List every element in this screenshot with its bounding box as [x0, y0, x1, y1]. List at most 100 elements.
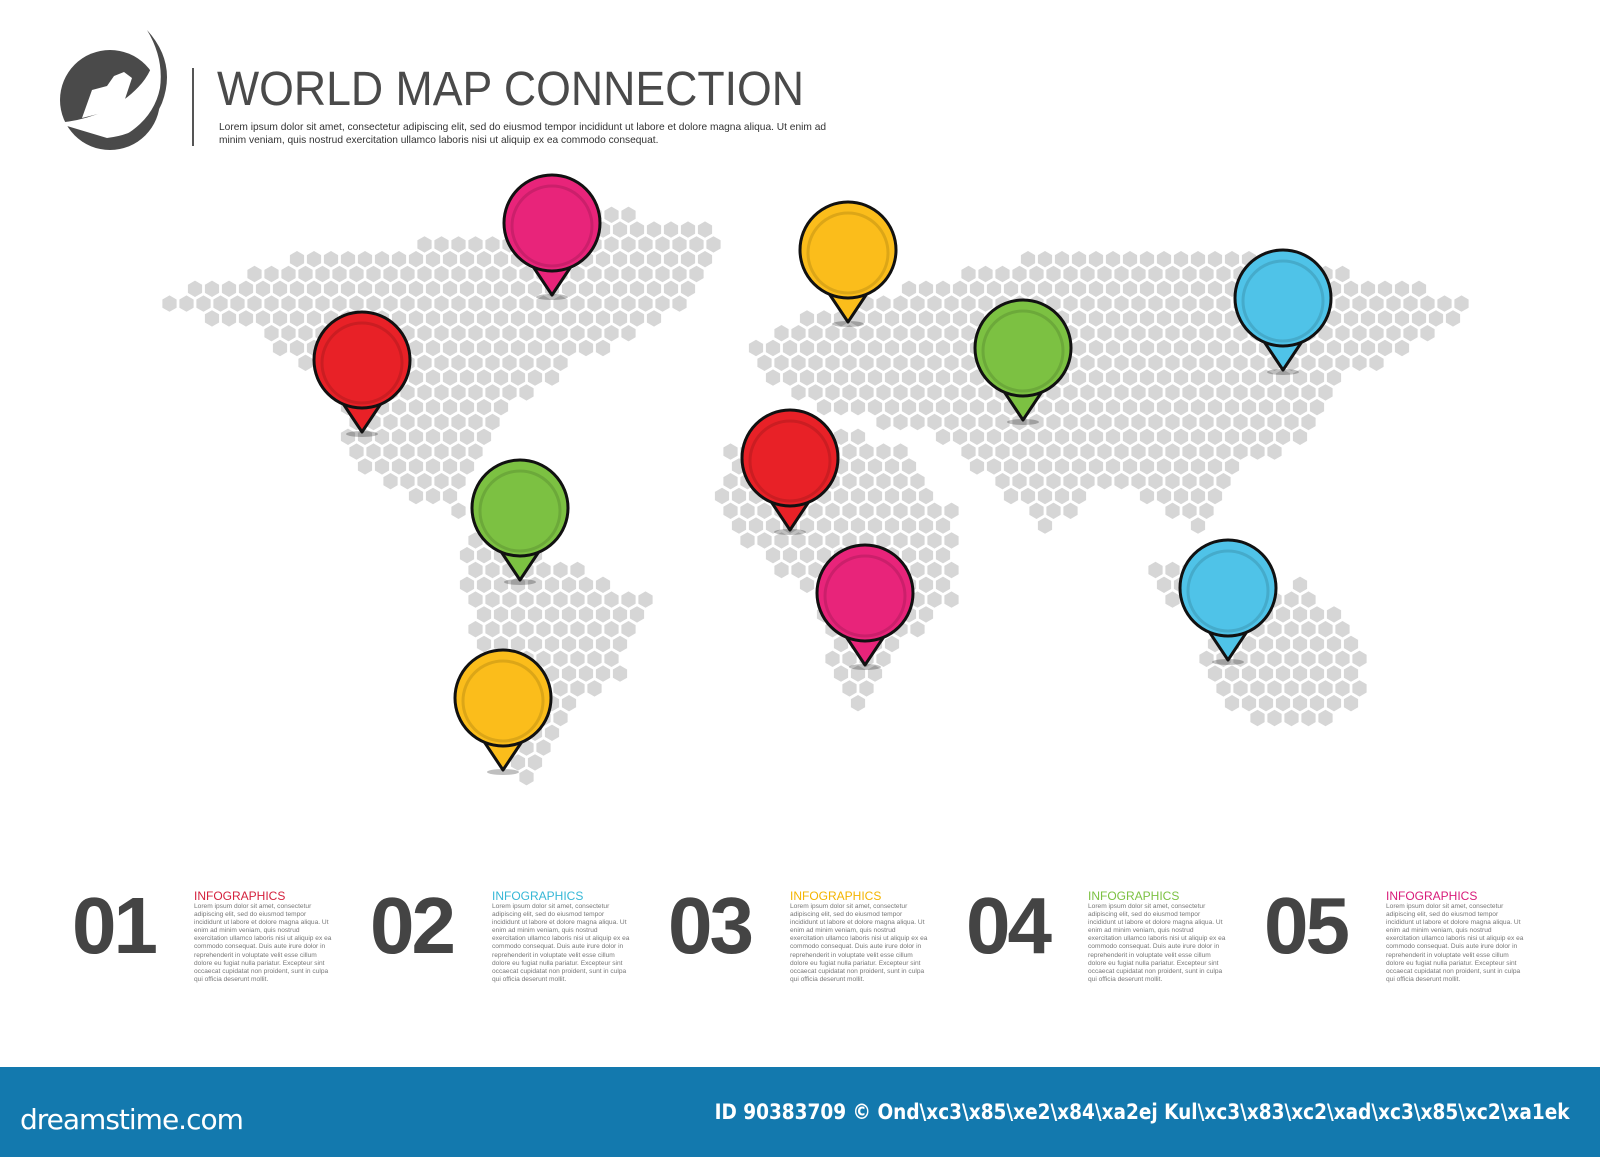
hex-cell	[1063, 413, 1078, 431]
hex-cell	[1139, 399, 1155, 416]
hex-cell	[952, 310, 968, 327]
hex-cell	[1301, 709, 1316, 727]
hex-cell	[833, 399, 849, 416]
hex-cell	[468, 265, 483, 283]
hex-cell	[621, 236, 636, 253]
map-pin-pink[interactable]	[815, 543, 915, 670]
map-pin-blue[interactable]	[1233, 248, 1333, 375]
hex-cell	[1063, 502, 1078, 519]
hex-cell	[1020, 487, 1036, 505]
hex-cell	[655, 236, 670, 253]
hex-cell	[740, 502, 755, 519]
hex-cell	[1071, 310, 1087, 327]
hex-cell	[621, 591, 636, 608]
hex-cell	[774, 532, 789, 549]
hex-cell	[765, 369, 781, 386]
step-label: INFOGRAPHICS	[492, 889, 584, 903]
hex-cell	[842, 354, 857, 371]
step-number: 04	[966, 881, 1052, 970]
map-pin-yellow[interactable]	[453, 648, 553, 775]
hex-cell	[425, 251, 441, 268]
hex-cell	[408, 251, 424, 268]
hex-cell	[1292, 399, 1308, 416]
hex-cell	[1156, 458, 1172, 475]
hex-cell	[927, 502, 942, 519]
hex-cell	[289, 280, 305, 297]
step-text: Lorem ipsum dolor sit amet, consectetur …	[492, 903, 630, 983]
hex-cell	[1301, 384, 1316, 401]
hex-cell	[731, 487, 747, 505]
hex-cell	[1071, 487, 1087, 505]
hex-cell	[876, 295, 891, 312]
hex-cell	[1003, 487, 1019, 505]
hex-cell	[842, 443, 857, 460]
hex-cell	[978, 384, 993, 401]
map-pin-red[interactable]	[740, 408, 840, 535]
hex-cell	[1131, 295, 1146, 312]
hex-cell	[1258, 635, 1274, 653]
hex-cell	[893, 473, 908, 490]
hex-cell	[884, 487, 900, 505]
hex-cell	[213, 295, 228, 312]
hex-cell	[825, 532, 840, 549]
hex-cell	[1182, 325, 1197, 342]
hex-cell	[1199, 443, 1214, 460]
hex-cell	[927, 384, 942, 401]
hex-cell	[910, 413, 925, 431]
hex-cell	[561, 635, 577, 653]
hex-cell	[1054, 487, 1070, 505]
map-pin-green[interactable]	[973, 298, 1073, 425]
hex-cell	[876, 650, 891, 667]
hex-cell	[782, 547, 798, 564]
hex-cell	[408, 280, 424, 297]
hex-cell	[1037, 251, 1053, 268]
hex-cell	[1199, 265, 1214, 283]
hex-cell	[1258, 695, 1274, 712]
hex-cell	[859, 680, 874, 697]
hex-cell	[944, 502, 959, 519]
hex-cell	[451, 473, 466, 490]
hex-cell	[748, 517, 764, 534]
brand-logo[interactable]: dreamstime.com	[20, 1103, 244, 1136]
hex-cell	[944, 591, 959, 608]
hex-cell	[502, 384, 517, 401]
hex-cell	[714, 487, 730, 505]
hex-cell	[1105, 369, 1121, 386]
map-pin-blue[interactable]	[1178, 538, 1278, 665]
hex-cell	[833, 428, 849, 445]
hex-cell	[1063, 295, 1078, 312]
hex-cell	[451, 295, 466, 312]
hex-cell	[1182, 413, 1197, 431]
map-pin-pink[interactable]	[502, 173, 602, 300]
hex-cell	[731, 517, 747, 534]
hex-cell	[816, 339, 832, 357]
hex-cell	[884, 369, 900, 386]
hex-cell	[986, 280, 1002, 297]
hex-cell	[1224, 251, 1240, 268]
hex-cell	[1088, 458, 1104, 475]
hex-cell	[1088, 251, 1104, 268]
hex-cell	[1343, 339, 1359, 357]
hex-cell	[468, 354, 483, 371]
hex-cell	[867, 487, 883, 505]
hex-cell	[510, 635, 526, 653]
hex-cell	[1267, 443, 1282, 460]
hex-cell	[1284, 591, 1299, 608]
map-pin-yellow[interactable]	[798, 200, 898, 327]
hex-cell	[808, 502, 823, 519]
hex-cell	[425, 280, 441, 297]
hex-cell	[357, 251, 373, 268]
map-pin-green[interactable]	[470, 458, 570, 585]
hex-cell	[867, 399, 883, 416]
hex-cell	[782, 369, 798, 386]
hex-cell	[527, 576, 543, 593]
map-pin-red[interactable]	[312, 310, 412, 437]
hex-cell	[893, 532, 908, 549]
hex-cell	[1173, 428, 1189, 445]
hex-cell	[1114, 384, 1129, 401]
hex-cell	[383, 265, 398, 283]
hex-cell	[476, 251, 492, 268]
hex-cell	[842, 502, 857, 519]
hex-cell	[1233, 443, 1248, 460]
hex-cell	[842, 384, 857, 401]
